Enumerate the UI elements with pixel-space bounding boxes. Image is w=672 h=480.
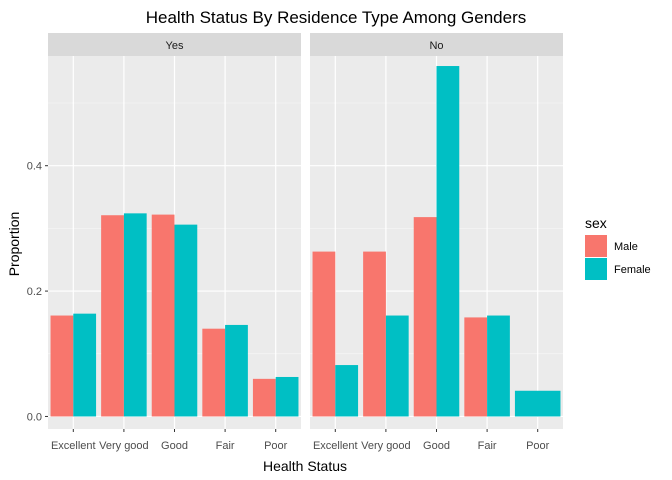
bar-male-good — [413, 217, 437, 417]
x-tick-label: Poor — [526, 440, 550, 452]
bar-female-good — [174, 224, 198, 417]
x-tick-label: Good — [423, 440, 450, 452]
bar-female-fair — [487, 315, 510, 417]
legend-title: sex — [585, 215, 607, 231]
x-axis-label: Health Status — [263, 458, 347, 474]
x-tick-label: Poor — [264, 440, 288, 452]
chart-title: Health Status By Residence Type Among Ge… — [146, 8, 527, 27]
bar-male-very-good — [101, 215, 124, 417]
bar-female-excellent — [335, 365, 359, 417]
legend-label-male: Male — [614, 241, 638, 253]
bar-female-poor — [275, 376, 299, 417]
bar-female-excellent — [73, 313, 97, 417]
legend-swatch-female — [585, 258, 607, 280]
y-tick-label: 0.0 — [27, 411, 42, 423]
facet-strip — [48, 33, 301, 56]
bar-male-excellent — [312, 251, 336, 417]
bar-female-very-good — [123, 213, 147, 417]
facet-panel-no: No Excellent Very good Good Fair Poor — [310, 33, 563, 452]
x-tick-label: Very good — [361, 440, 411, 452]
x-tick-label: Fair — [478, 440, 497, 452]
bar-male-good — [151, 214, 175, 417]
bar-female-poor — [514, 390, 561, 417]
bar-female-fair — [225, 324, 248, 417]
y-tick-label: 0.2 — [27, 286, 42, 298]
bar-male-fair — [464, 317, 488, 417]
facet-strip-label: Yes — [166, 40, 184, 52]
y-axis-label: Proportion — [6, 212, 22, 277]
bar-male-very-good — [363, 251, 386, 417]
x-tick-label: Excellent — [51, 440, 96, 452]
y-tick-label: 0.4 — [27, 161, 42, 173]
x-tick-label: Good — [161, 440, 188, 452]
x-tick-label: Fair — [216, 440, 235, 452]
bar-female-very-good — [385, 315, 409, 417]
facet-strip-label: No — [429, 40, 443, 52]
x-tick-label: Excellent — [313, 440, 358, 452]
facet-strip — [310, 33, 563, 56]
legend: sex Male Female — [585, 215, 651, 280]
facet-panel-yes: Yes Excellent Very good Good Fair Poor — [48, 33, 301, 452]
bar-female-good — [436, 66, 460, 417]
legend-swatch-male — [585, 235, 607, 257]
bar-male-poor — [252, 378, 276, 417]
legend-label-female: Female — [614, 264, 651, 276]
x-tick-label: Very good — [99, 440, 149, 452]
bar-male-fair — [202, 328, 226, 417]
bar-male-excellent — [50, 315, 74, 417]
